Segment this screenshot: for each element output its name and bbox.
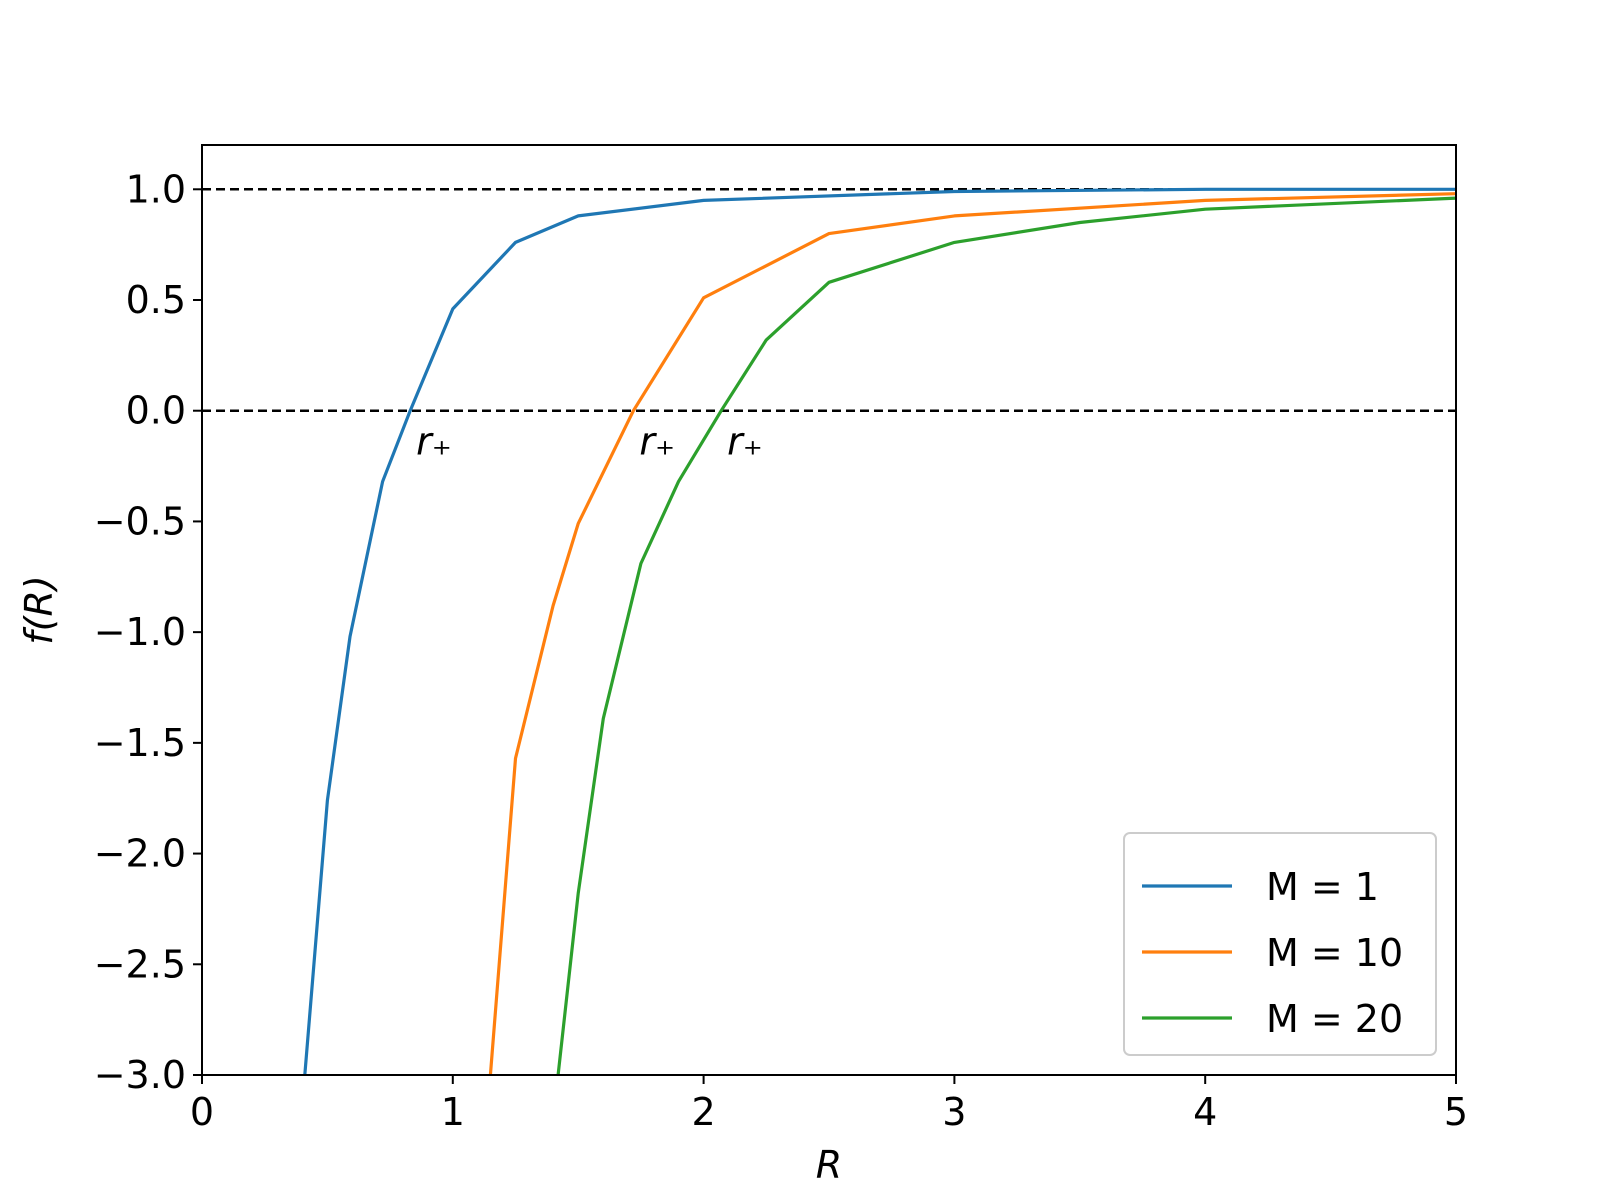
legend-label: M = 20 [1266,997,1403,1041]
y-tick-label: 0.5 [126,278,186,322]
plot-frame [201,144,1457,1076]
x-tick-label: 3 [942,1090,966,1134]
y-tick-label: −1.0 [94,610,186,654]
legend-label: M = 10 [1266,931,1403,975]
x-tick-label: 1 [441,1090,465,1134]
y-tick-label: −2.5 [94,942,186,986]
annotation: r₊ [416,420,452,464]
x-tick-label: 0 [190,1090,214,1134]
x-tick-label: 4 [1193,1090,1217,1134]
x-tick-label: 5 [1444,1090,1468,1134]
y-tick-label: 0.0 [126,389,186,433]
y-tick-label: 1.0 [126,167,186,211]
y-axis-label: f(R) [17,575,61,644]
x-axis-label: R [816,1143,842,1187]
x-tick-label: 2 [692,1090,716,1134]
legend-label: M = 1 [1266,865,1379,909]
annotation: r₊ [727,420,763,464]
series-line [556,196,1457,1076]
series-line [303,187,1456,1076]
annotation: r₊ [639,420,675,464]
series-line [488,192,1457,1076]
y-tick-label: −1.5 [94,721,186,765]
y-tick-label: −3.0 [94,1053,186,1097]
legend-box [1123,832,1437,1056]
y-tick-label: −0.5 [94,499,186,543]
y-tick-label: −2.0 [94,832,186,876]
